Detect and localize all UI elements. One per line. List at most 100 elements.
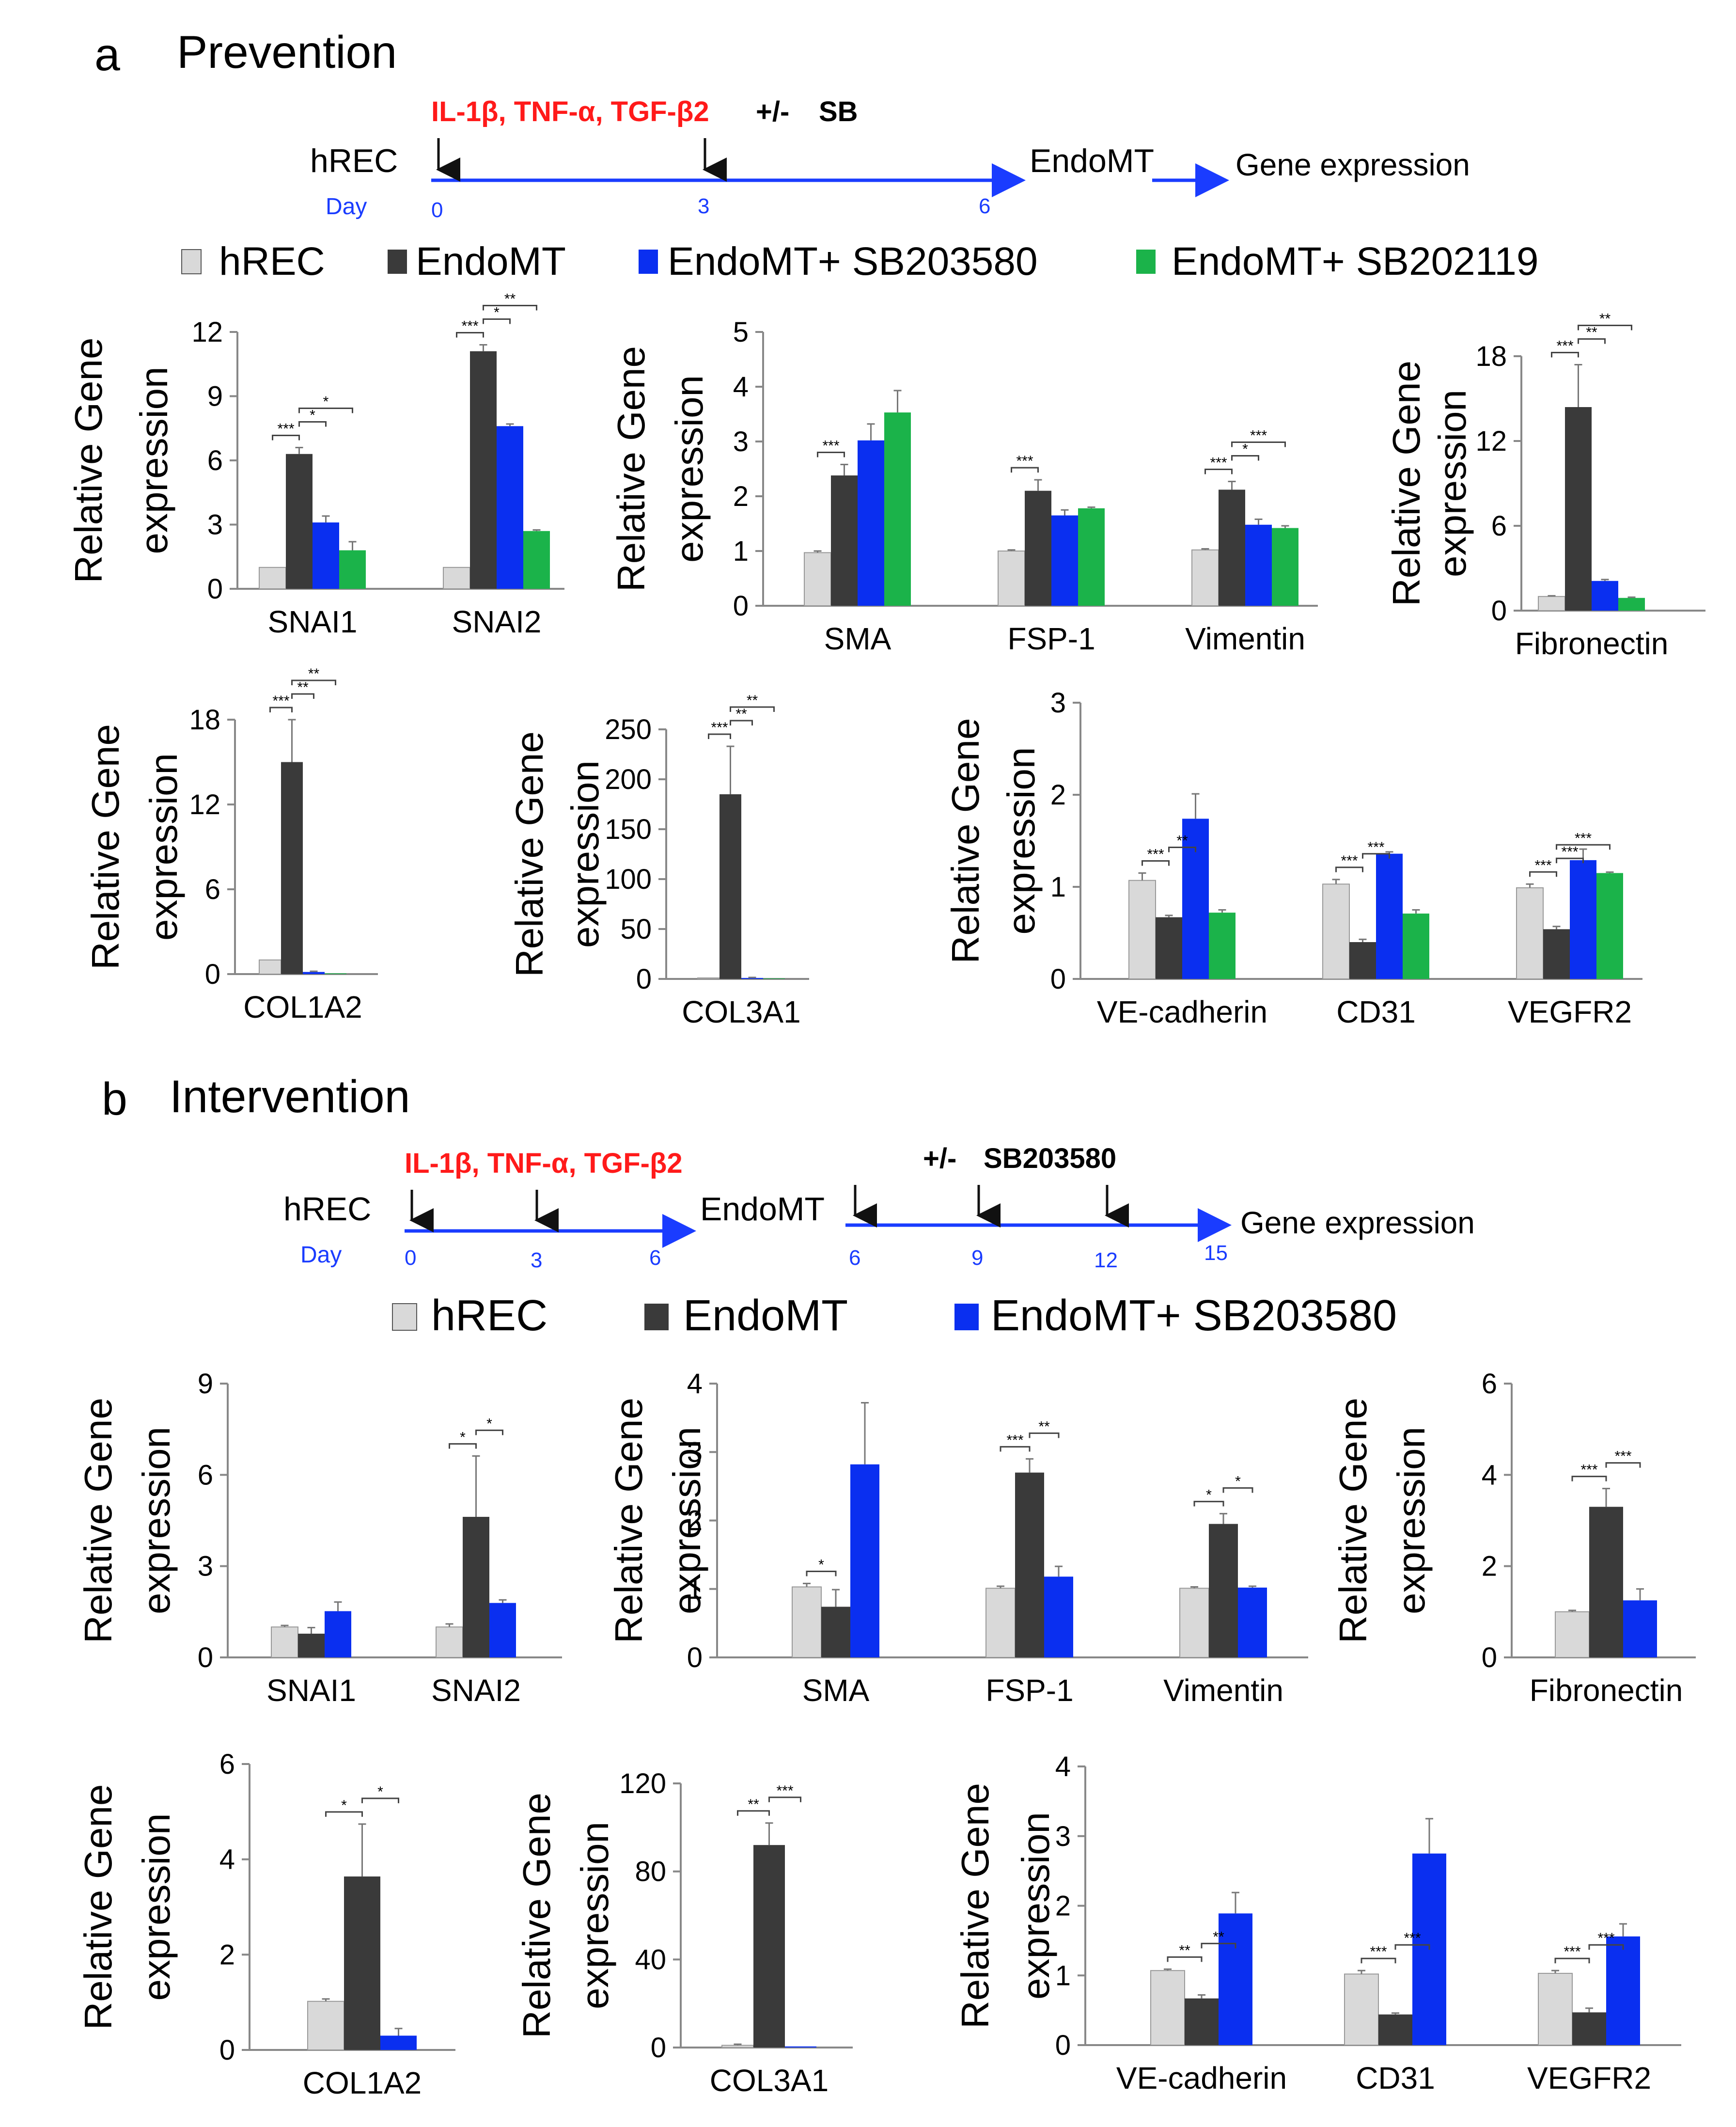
a6-category-label: CD31: [1336, 994, 1416, 1029]
b6-sig-label: ***: [1597, 1930, 1614, 1946]
b5-y-label-line1: Relative Gene: [515, 1793, 558, 2038]
a1-sig-bracket: [456, 332, 484, 338]
b3-y-tick-label: 4: [1482, 1459, 1497, 1491]
a6-sig-label: ***: [1534, 857, 1551, 873]
panel-a-letter: a: [94, 29, 120, 80]
a6-bar: [1349, 942, 1376, 979]
legend-a-swatch-sb202119: [1136, 250, 1156, 274]
legend-b-label-sb203580: EndoMT+ SB203580: [991, 1292, 1397, 1340]
b6-category-label: CD31: [1356, 2061, 1435, 2095]
a2-y-tick-label: 4: [733, 371, 749, 403]
b6-y-tick-label: 1: [1055, 1960, 1071, 1991]
a1-bar: [286, 454, 313, 589]
b6-sig-label: **: [1213, 1929, 1224, 1945]
b2-bar: [1209, 1524, 1238, 1657]
timeline-b-drug: SB203580: [984, 1143, 1116, 1174]
b5-sig-label: **: [748, 1796, 759, 1812]
b4-sig-label: *: [341, 1797, 347, 1813]
a2-bar: [1051, 515, 1078, 606]
a2-bar: [1078, 508, 1105, 606]
a2-bar: [1245, 524, 1272, 606]
a6-category-label: VEGFR2: [1508, 994, 1632, 1029]
a6-bar: [1156, 917, 1182, 979]
b2-sig-bracket: [1193, 1500, 1224, 1507]
a6-sig-label: ***: [1575, 830, 1592, 846]
b4-sig-bracket: [361, 1797, 399, 1803]
b5-y-tick-label: 40: [635, 1944, 666, 1975]
a5-y-tick-label: 200: [605, 764, 652, 795]
a4-y-label-line1: Relative Gene: [84, 724, 127, 970]
a3-y-tick-label: 0: [1491, 595, 1507, 627]
a2-sig-bracket: [1011, 467, 1039, 473]
a2-bar: [1272, 528, 1298, 606]
a1-bar: [523, 531, 550, 589]
b2-sig-bracket: [1000, 1446, 1031, 1452]
a4-y-label-line2: expression: [142, 753, 185, 941]
b6-y-label-line2: expression: [1014, 1812, 1057, 2000]
a1-sig-bracket: [272, 435, 300, 441]
a6-bar: [1322, 883, 1350, 980]
b2-category-label: Vimentin: [1163, 1673, 1283, 1708]
legend-a-label-sb203580: EndoMT+ SB203580: [668, 239, 1038, 284]
b2-bar: [850, 1464, 879, 1657]
b1-bar: [325, 1611, 351, 1657]
a5-bar: [763, 978, 785, 979]
a2-sig-bracket: [1231, 455, 1259, 461]
legend-b-label-hrec: hREC: [431, 1292, 547, 1340]
a2-sig-bracket: [817, 451, 845, 457]
b1-y-label-line1: Relative Gene: [77, 1398, 120, 1643]
a3-bar: [1618, 598, 1645, 611]
b2-y-tick-label: 2: [687, 1505, 703, 1537]
b2-bar: [1044, 1576, 1073, 1657]
legend-b-swatch-sb203580: [954, 1304, 979, 1330]
timeline-b-day: 12: [1094, 1248, 1118, 1272]
b6-sig-bracket: [1394, 1944, 1430, 1950]
b3-bar: [1623, 1600, 1657, 1657]
b6-sig-label: ***: [1404, 1930, 1421, 1946]
a5-sig-bracket: [708, 733, 731, 740]
b4-y-tick-label: 4: [219, 1844, 235, 1875]
a2-bar: [998, 551, 1025, 606]
b2-y-tick-label: 0: [687, 1642, 703, 1673]
a2-y-label-line1: Relative Gene: [610, 346, 653, 592]
a5-y-tick-label: 150: [605, 814, 652, 845]
legend-a: hREC EndoMT EndoMT+ SB203580 EndoMT+ SB2…: [181, 239, 1539, 284]
a5-y-tick-label: 0: [636, 963, 652, 995]
a2-sig-bracket: [1231, 441, 1286, 447]
a5-bar: [741, 977, 763, 979]
a2-bar: [1025, 490, 1051, 606]
b6-sig-bracket: [1201, 1942, 1236, 1949]
b3-bar: [1555, 1611, 1590, 1658]
b4-y-tick-label: 6: [219, 1749, 235, 1780]
a4-y-tick-label: 12: [189, 789, 220, 820]
b2-sig-label: ***: [1006, 1432, 1023, 1448]
b4-y-tick-label: 2: [219, 1939, 235, 1970]
a4-bar: [303, 972, 325, 974]
a2-bar: [804, 552, 831, 607]
a2-sig-label: *: [1242, 441, 1248, 457]
b5-bar: [753, 1845, 785, 2048]
b3-bar: [1589, 1507, 1623, 1657]
b1-category-label: SNAI1: [266, 1673, 356, 1708]
a5-sig-label: **: [735, 706, 747, 722]
a6-bar: [1570, 860, 1596, 979]
a2-y-tick-label: 0: [733, 590, 749, 622]
b2-bar: [985, 1588, 1016, 1658]
a4-y-tick-label: 0: [205, 959, 220, 990]
a2-bar: [884, 412, 911, 606]
b6-sig-label: **: [1179, 1942, 1190, 1958]
b4-category-label: COL1A2: [303, 2065, 422, 2100]
b1-bar: [463, 1516, 489, 1657]
a6-sig-bracket: [1362, 853, 1390, 859]
b4-y-tick-label: 0: [219, 2034, 235, 2066]
panel-b-timeline: IL-1β, TNF-α, TGF-β2 +/- SB203580 hREC D…: [283, 1143, 1475, 1272]
b6-sig-bracket: [1554, 1957, 1590, 1964]
a3-sig-bracket: [1578, 338, 1606, 344]
timeline-b-treatment: IL-1β, TNF-α, TGF-β2: [405, 1148, 683, 1179]
a1-sig-label: *: [310, 408, 315, 424]
legend-a-swatch-hrec: [181, 249, 202, 274]
b2-bar: [1015, 1472, 1044, 1657]
b1-bar: [489, 1603, 516, 1657]
b3-y-label-line2: expression: [1390, 1427, 1433, 1614]
